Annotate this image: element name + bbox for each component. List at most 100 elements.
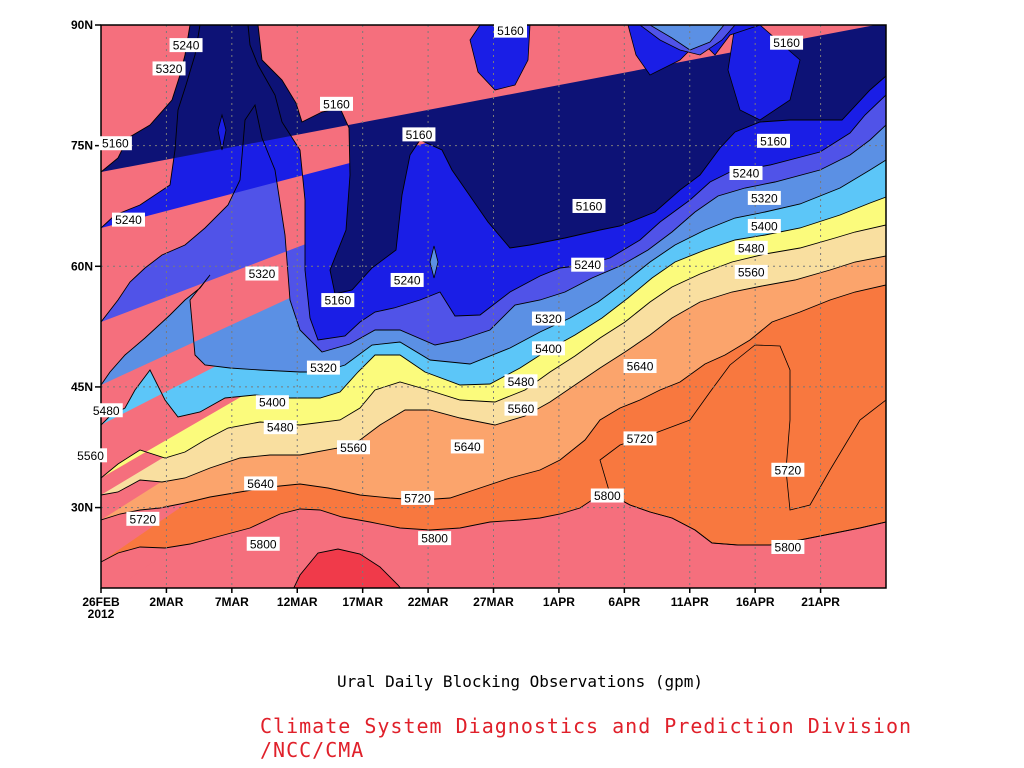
contour-line (101, 493, 886, 563)
contour-label: 5160 (98, 136, 132, 151)
svg-text:5320: 5320 (310, 361, 337, 375)
svg-text:5160: 5160 (102, 137, 129, 151)
contour-label: 5480 (89, 403, 123, 418)
contour-label: 5320 (747, 190, 781, 205)
svg-text:5240: 5240 (115, 213, 142, 227)
svg-text:5320: 5320 (535, 312, 562, 326)
svg-text:5320: 5320 (249, 267, 276, 281)
contour-label: 5320 (245, 266, 279, 281)
band-overlay (649, 25, 725, 51)
contour-line (101, 103, 886, 353)
x-tick-label: 11APR (671, 595, 709, 609)
svg-text:5160: 5160 (323, 97, 350, 111)
contour-label: 5160 (770, 35, 804, 50)
contour-label: 5640 (623, 359, 657, 374)
credit-line: Climate System Diagnostics and Predictio… (260, 714, 913, 762)
contour-lines (101, 25, 886, 588)
contour-label: 5640 (450, 439, 484, 454)
y-tick-label: 60N (71, 259, 93, 273)
contour-label: 5560 (337, 440, 371, 455)
svg-text:5480: 5480 (267, 421, 294, 435)
contour-line (101, 224, 886, 479)
svg-text:5720: 5720 (130, 512, 157, 526)
contour-label: 5400 (255, 395, 289, 410)
svg-text:5160: 5160 (324, 294, 351, 308)
svg-text:5720: 5720 (404, 491, 431, 505)
svg-text:5160: 5160 (497, 24, 524, 38)
contour-label: 5560 (504, 401, 538, 416)
svg-text:5400: 5400 (751, 220, 778, 234)
contour-label: 5240 (169, 38, 203, 53)
contour-label: 5400 (747, 219, 781, 234)
contour-label: 5720 (126, 511, 160, 526)
contour-label: 5240 (390, 272, 424, 287)
contour-label: 5240 (571, 257, 605, 272)
svg-text:5240: 5240 (574, 258, 601, 272)
svg-text:5800: 5800 (594, 489, 621, 503)
contour-line (101, 25, 886, 341)
contour-label: 5560 (74, 448, 108, 463)
x-axis: 26FEB 2MAR 7MAR 12MAR 17MAR 22MAR 27MAR 1APR 6AP… (82, 588, 840, 621)
contour-label: 5160 (494, 23, 528, 38)
svg-text:5480: 5480 (93, 404, 120, 418)
y-tick-label: 45N (71, 380, 93, 394)
x-year-label: 2012 (88, 607, 115, 621)
contour-label: 5160 (572, 198, 606, 213)
contour-label: 5800 (590, 488, 624, 503)
contour-label: 5480 (734, 240, 768, 255)
svg-text:5560: 5560 (738, 265, 765, 279)
contour-label: 5720 (623, 431, 657, 446)
contour-label: 5640 (244, 476, 278, 491)
y-tick-label: 30N (71, 501, 93, 515)
y-tick-label: 90N (71, 18, 93, 32)
svg-text:5640: 5640 (454, 440, 481, 454)
svg-text:5720: 5720 (775, 463, 802, 477)
contour-label: 5160 (321, 293, 355, 308)
x-tick-label: 1APR (543, 595, 575, 609)
x-tick-label: 7MAR (215, 595, 249, 609)
x-tick-label: 27MAR (473, 595, 514, 609)
x-tick-label: 21APR (801, 595, 840, 609)
x-tick-label: 22MAR (408, 595, 449, 609)
contour-label: 5720 (771, 462, 805, 477)
x-tick-label: 2MAR (149, 595, 183, 609)
contour-label: 5400 (531, 341, 565, 356)
svg-text:5800: 5800 (775, 540, 802, 554)
svg-text:5480: 5480 (738, 241, 765, 255)
svg-text:5320: 5320 (156, 62, 183, 76)
contour-label: 5720 (401, 490, 435, 505)
contour-line (293, 548, 401, 588)
svg-text:5160: 5160 (760, 134, 787, 148)
contour-label: 5480 (263, 420, 297, 435)
contour-line (101, 159, 886, 386)
svg-text:5240: 5240 (173, 39, 200, 53)
band-overlay (429, 245, 439, 279)
contour-label: 5160 (320, 96, 353, 111)
svg-text:5160: 5160 (576, 199, 603, 213)
contour-line (101, 284, 886, 521)
svg-text:5480: 5480 (508, 375, 535, 389)
x-tick-label: 16APR (736, 595, 775, 609)
contour-label: 5240 (729, 165, 763, 180)
contour-line (101, 25, 886, 295)
x-tick-label: 26FEB (82, 595, 120, 609)
contour-labels: 5240 5320 5160 5160 5160 5160 5160 5160 5240 5240… (74, 23, 805, 554)
band-fill-core (293, 549, 401, 588)
svg-text:5640: 5640 (627, 360, 654, 374)
svg-text:5160: 5160 (773, 36, 800, 50)
y-tick-label: 75N (71, 139, 93, 153)
contour-label: 5800 (246, 536, 280, 551)
svg-text:5320: 5320 (751, 191, 778, 205)
y-axis: 90N 75N 60N 45N 30N (71, 18, 101, 515)
band-overlay (217, 113, 227, 151)
chart-caption: Ural Daily Blocking Observations (gpm) (336, 672, 704, 691)
contour-label: 5800 (771, 539, 805, 554)
contour-label: 5240 (111, 212, 145, 227)
svg-text:5160: 5160 (406, 128, 433, 142)
svg-text:5560: 5560 (508, 402, 535, 416)
svg-text:5400: 5400 (535, 342, 562, 356)
contour-label: 5160 (402, 127, 436, 142)
contour-label: 5320 (531, 311, 565, 326)
contour-label: 5800 (418, 531, 452, 546)
